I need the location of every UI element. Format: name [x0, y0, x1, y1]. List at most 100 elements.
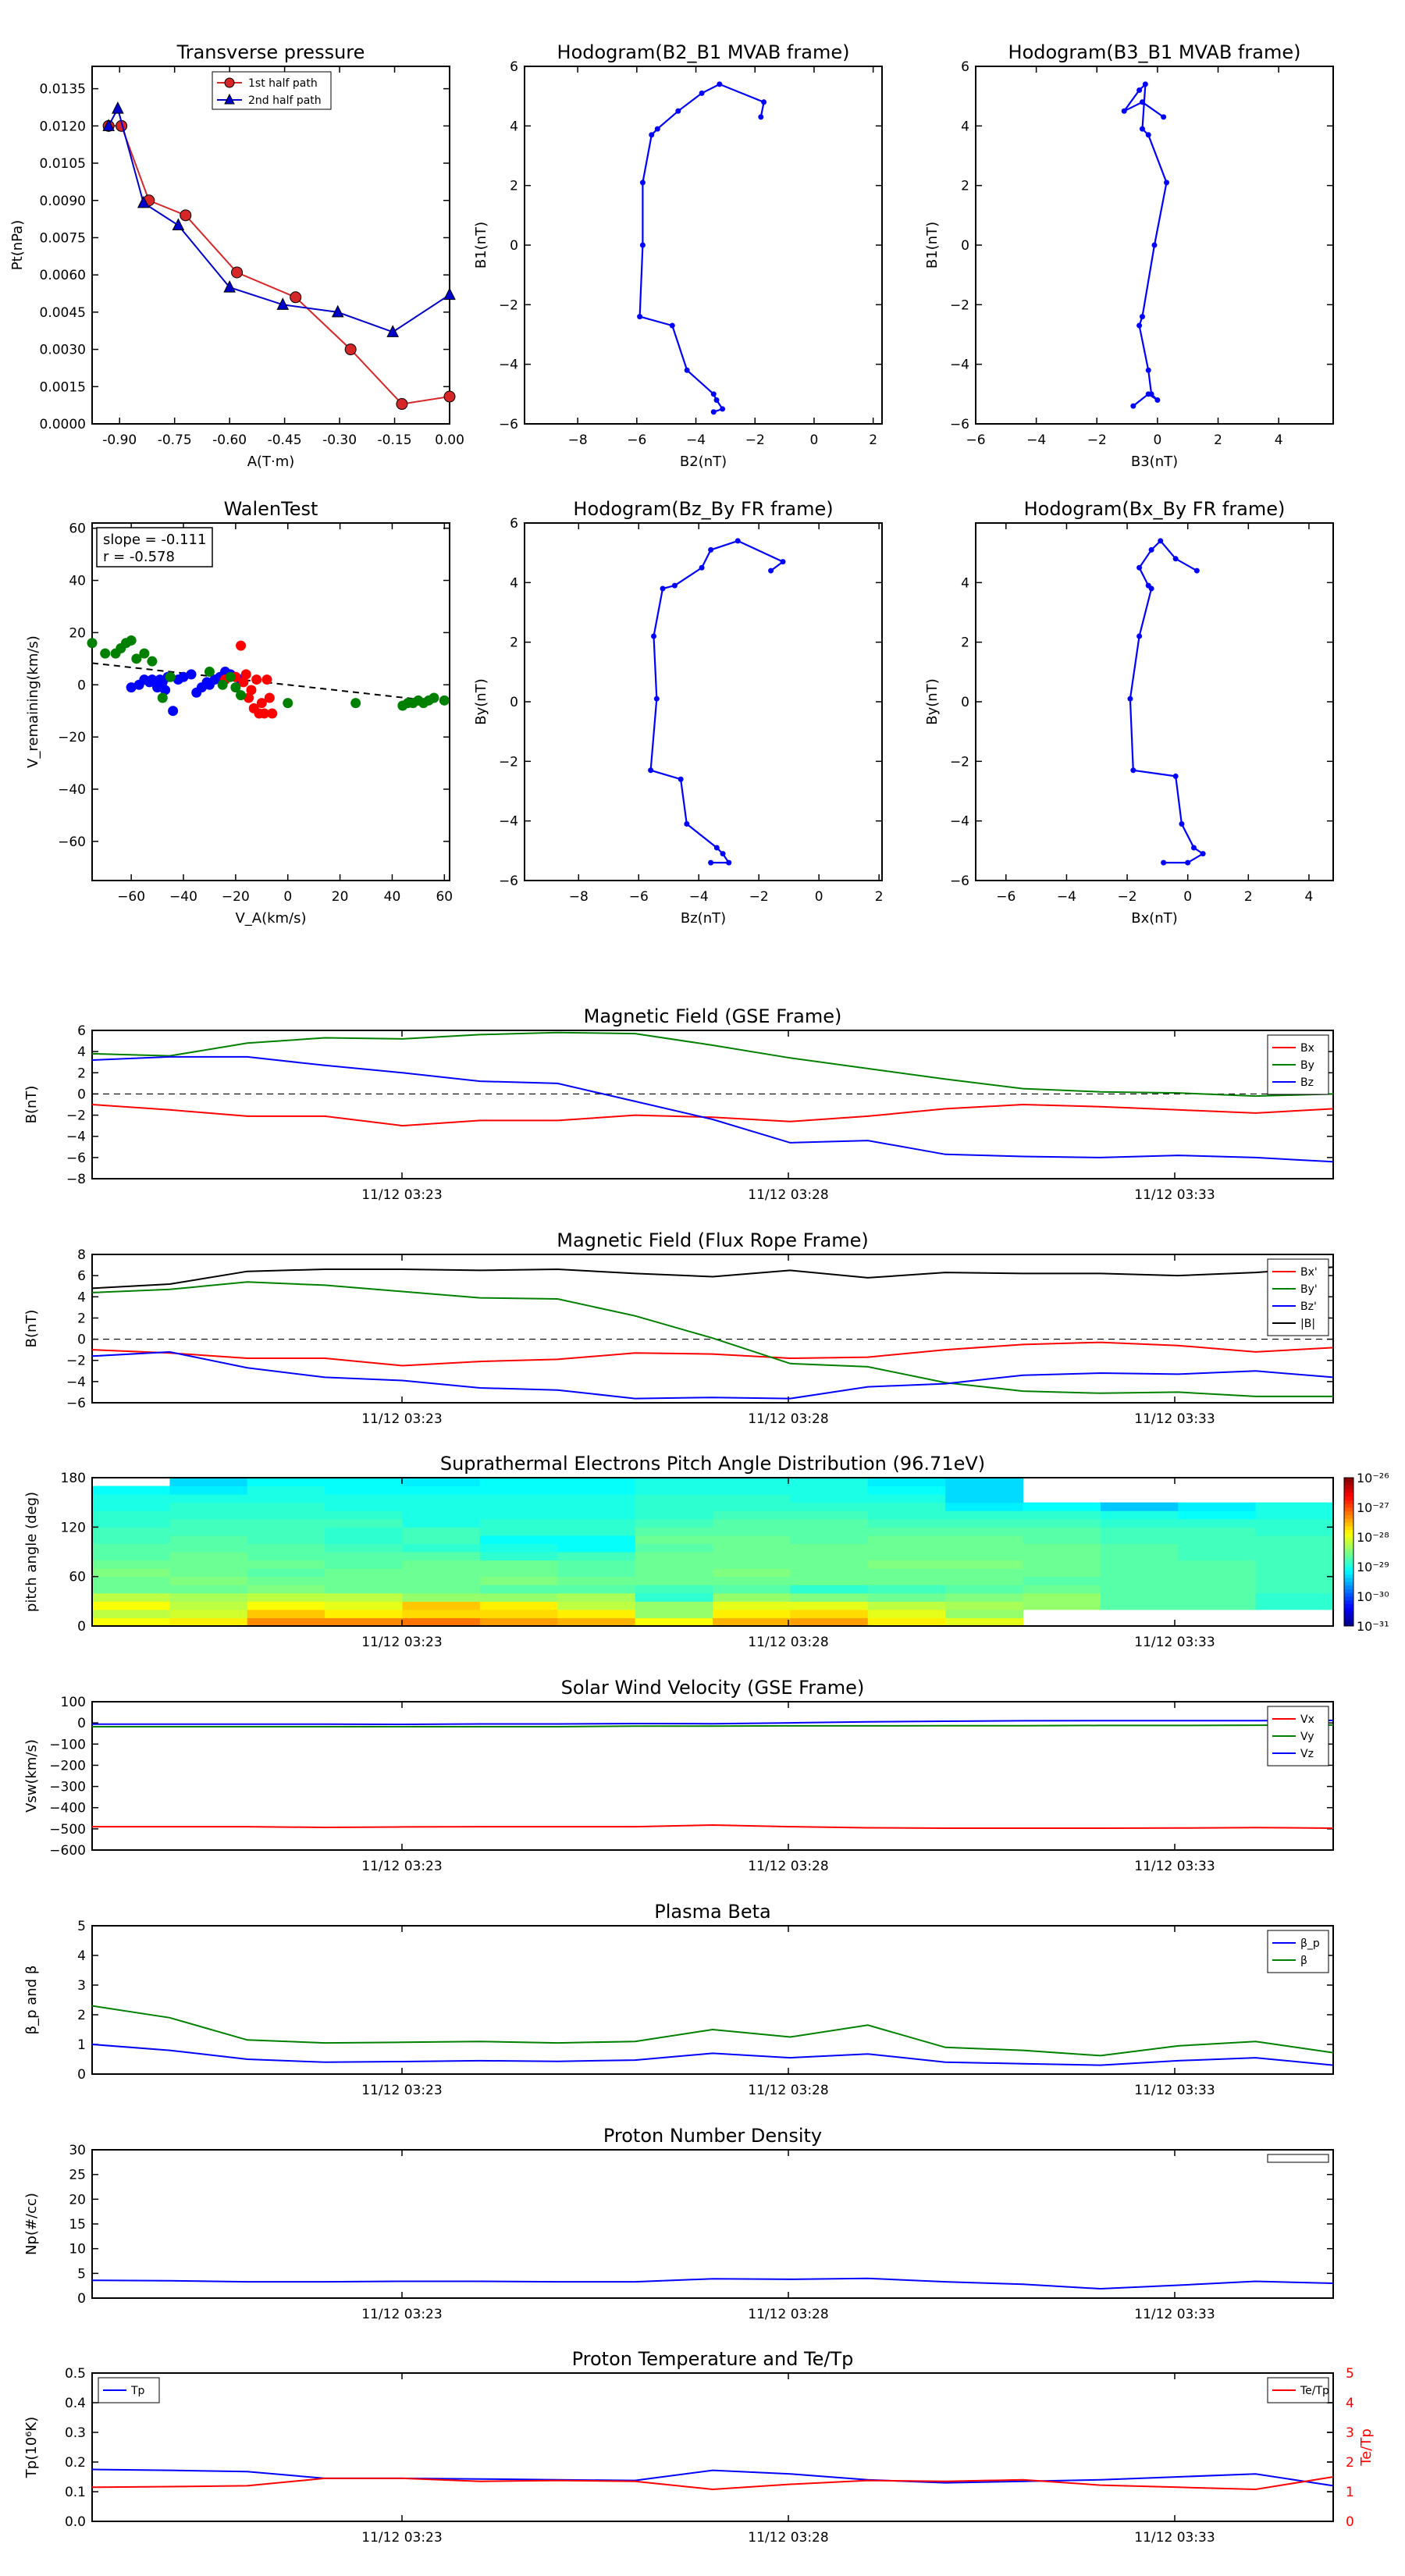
data-point [147, 674, 158, 685]
legend-label: Tp [130, 2385, 145, 2397]
data-point [660, 585, 666, 592]
x-tick-label: −6 [996, 889, 1016, 905]
heatmap-cell [557, 1510, 636, 1520]
heatmap-cell [867, 1592, 946, 1602]
data-point [699, 90, 705, 96]
data-point [131, 653, 142, 664]
y-tick-label: 60 [69, 1570, 86, 1585]
y-axis-label: B(nT) [23, 1310, 40, 1348]
walen-test-chart: WalenTest −60 −40 −20 0 20 40 60 −60 −40 −20 0 20 40 6… [25, 498, 453, 927]
y-tick-label: 2 [77, 1066, 86, 1081]
y-tick-label: 4 [77, 1290, 86, 1305]
colorbar-cell [1344, 1510, 1353, 1515]
x-tick-label: −4 [1057, 889, 1076, 905]
chart-title: Proton Number Density [603, 2125, 822, 2147]
heatmap-cell [169, 1568, 248, 1578]
colorbar-cell [1344, 1596, 1353, 1601]
y-tick-label: 0.0120 [40, 119, 86, 134]
heatmap-cell [402, 1478, 481, 1487]
heatmap-cell [557, 1617, 636, 1627]
heatmap-cell [635, 1568, 713, 1578]
legend-box [1267, 1930, 1329, 1973]
x-axis-label: Bz(nT) [681, 910, 726, 927]
x-tick-label: 11/12 03:23 [361, 2307, 442, 2322]
colorbar-cell [1344, 1592, 1353, 1597]
heatmap-cell [1100, 1576, 1179, 1585]
legend-label: Bz' [1300, 1300, 1317, 1313]
heatmap-cell [790, 1576, 869, 1585]
y-tick-label: 2 [961, 635, 969, 651]
timeseries-chart: Proton Temperature and Te/Tp 0.0 0.1 0.2 0.3… [23, 2348, 1375, 2546]
heatmap-cell [635, 1535, 713, 1544]
y-tick-label: 6 [77, 1023, 86, 1039]
heatmap-cell [1178, 1601, 1257, 1610]
y-axis-label: Vsw(km/s) [23, 1739, 40, 1813]
y-tick-label: 0 [510, 238, 518, 254]
plot-frame [91, 1701, 1334, 1851]
heatmap-cell [867, 1518, 946, 1528]
heatmap-cell [945, 1560, 1023, 1569]
heatmap-cell [169, 1502, 248, 1511]
heatmap-cell [557, 1518, 636, 1528]
heatmap-cell [402, 1518, 481, 1528]
heatmap-cell [557, 1585, 636, 1594]
colorbar-cell [1344, 1503, 1353, 1508]
y-axis-label: Np(#/cc) [23, 2193, 40, 2255]
plot-frame [91, 2149, 1334, 2299]
legend-label: β [1300, 1955, 1307, 1967]
heatmap-cell [1100, 1502, 1179, 1511]
colorbar-cell [1344, 1544, 1353, 1549]
data-point [726, 859, 732, 866]
heatmap-cell [1100, 1535, 1179, 1544]
data-point [267, 708, 278, 719]
data-point [283, 698, 293, 709]
heatmap-cell [402, 1609, 481, 1618]
y2-tick-label: 0 [1346, 2514, 1354, 2530]
heatmap-cell [169, 1585, 248, 1594]
data-point [639, 242, 646, 248]
data-point [1121, 108, 1127, 114]
data-point [1172, 556, 1179, 562]
y-axis-label: V_remaining(km/s) [25, 635, 41, 768]
y-tick-label: 0 [77, 2291, 86, 2307]
heatmap-cell [247, 1568, 325, 1578]
x-tick-label: 4 [1305, 889, 1314, 905]
heatmap-cell [557, 1592, 636, 1602]
data-point [1154, 397, 1161, 403]
heatmap-cell [92, 1568, 170, 1578]
heatmap-cell [247, 1585, 325, 1594]
heatmap-cell [402, 1535, 481, 1544]
heatmap-cell [790, 1518, 869, 1528]
x-axis-label: V_A(km/s) [235, 910, 306, 927]
hodogram-chart: Hodogram(Bx_By FR frame) −6 −4 −2 0 2 4 −6 −4 −2 0… [924, 498, 1334, 927]
series-line [91, 2005, 1334, 2057]
y-tick-label: 4 [510, 119, 518, 134]
data-point [1185, 859, 1191, 866]
heatmap-cell [479, 1617, 558, 1627]
y-tick-label: 2 [510, 635, 518, 651]
data-point [1172, 773, 1179, 779]
x-tick-label: 0 [283, 889, 292, 905]
heatmap-cell [713, 1543, 791, 1553]
heatmap-cell [713, 1576, 791, 1585]
heatmap-cell [1255, 1592, 1334, 1602]
data-point [1148, 546, 1154, 553]
pitch-angle-heatmap: Suprathermal Electrons Pitch Angle Distr… [23, 1453, 1389, 1650]
x-tick-label: 11/12 03:33 [1134, 1635, 1215, 1650]
heatmap-cell [635, 1543, 713, 1553]
heatmap-cell [713, 1510, 791, 1520]
heatmap-cell [945, 1609, 1023, 1618]
colorbar-cell [1344, 1533, 1353, 1538]
data-point [669, 322, 675, 329]
heatmap-cell [635, 1518, 713, 1528]
y-tick-label: 1 [77, 2037, 86, 2053]
plot-frame [91, 1254, 1334, 1404]
data-point [1139, 314, 1145, 320]
data-point [735, 538, 741, 544]
data-point [112, 101, 124, 114]
timeseries-chart: Magnetic Field (Flux Rope Frame) −6 −4 −2 0 2… [23, 1229, 1334, 1427]
heatmap-cell [402, 1543, 481, 1553]
x-tick-label: 11/12 03:33 [1134, 1411, 1215, 1427]
chart-title: Magnetic Field (Flux Rope Frame) [557, 1229, 868, 1251]
y-tick-label: −4 [950, 358, 969, 373]
